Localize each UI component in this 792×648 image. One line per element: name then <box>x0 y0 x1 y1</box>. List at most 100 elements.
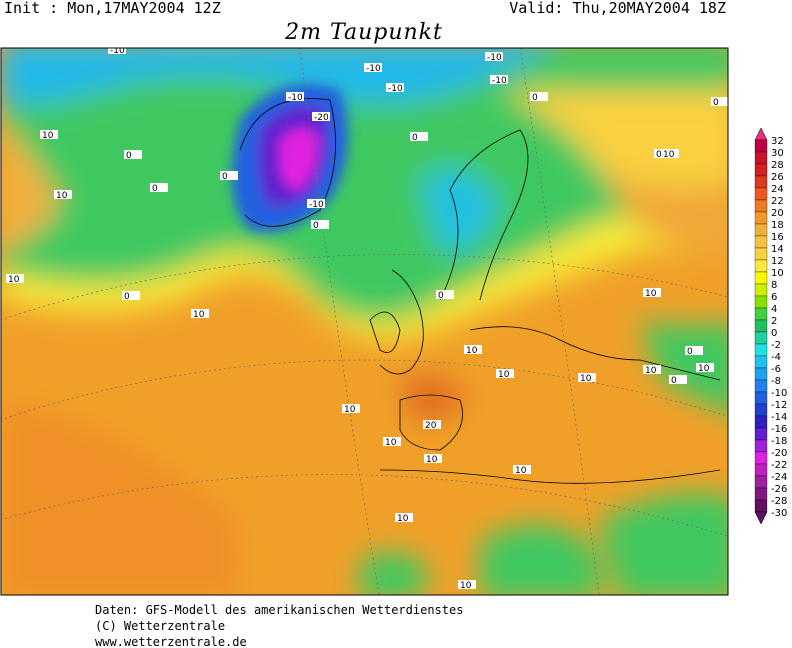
contour-label-bg <box>485 52 503 61</box>
contour-label: 0 <box>530 92 548 103</box>
colorbar-segment <box>754 451 768 465</box>
contour-label-bg <box>150 183 168 192</box>
contour-label: 0 <box>669 375 687 386</box>
contour-label: -10 <box>386 83 404 94</box>
contour-label-bg <box>286 92 304 101</box>
colorbar-segment <box>754 259 768 273</box>
colorbar-segment <box>754 175 768 189</box>
contour-label: 10 <box>464 345 482 356</box>
contour-label: 10 <box>661 149 679 160</box>
contour-label: 10 <box>696 363 714 374</box>
footer-url: www.wetterzentrale.de <box>95 635 247 648</box>
contour-label: 10 <box>40 130 58 141</box>
contour-label-text: 0 <box>313 221 319 231</box>
colorbar-segment <box>754 415 768 429</box>
colorbar: 32302826242220181614121086420-2-4-6-8-10… <box>754 127 787 525</box>
contour-label-text: -10 <box>388 84 403 94</box>
colorbar-segment <box>754 475 768 489</box>
graticule <box>1 48 728 595</box>
contour-label-bg <box>496 369 514 378</box>
contour-label-bg <box>424 454 442 463</box>
contour-label: 0 <box>311 220 329 231</box>
colorbar-label: 26 <box>771 172 784 183</box>
contour-label-text: 0 <box>656 150 662 160</box>
colorbar-label: 20 <box>771 208 784 219</box>
contour-label-text: 10 <box>580 374 592 384</box>
contour-label-text: 10 <box>515 466 527 476</box>
contour-label-text: 10 <box>460 581 472 591</box>
footer-copyright: (C) Wetterzentrale <box>95 619 225 633</box>
contour-label-bg <box>711 97 728 106</box>
contour-label-bg <box>342 404 360 413</box>
colorbar-segment <box>754 307 768 321</box>
contour-label-text: 0 <box>687 347 693 357</box>
contour-label: -10 <box>108 46 126 56</box>
colorbar-label: 28 <box>771 160 784 171</box>
colorbar-segment <box>754 211 768 225</box>
contour-label-bg <box>54 190 72 199</box>
map-frame <box>0 47 729 596</box>
contour-label-bg <box>578 373 596 382</box>
contour-label: 20 <box>423 420 441 431</box>
contour-label-text: 0 <box>438 291 444 301</box>
contour-label-bg <box>436 290 454 299</box>
contour-label-bg <box>410 132 428 141</box>
colorbar-label: -10 <box>771 388 787 399</box>
contour-label: -10 <box>307 199 325 210</box>
colorbar-label: 14 <box>771 244 784 255</box>
contour-label-text: -10 <box>309 200 324 210</box>
colorbar-segment <box>754 391 768 405</box>
colorbar-segment <box>754 367 768 381</box>
contour-label: 0 <box>685 346 703 357</box>
contour-label: -10 <box>286 92 304 103</box>
colorbar-segment <box>754 163 768 177</box>
contour-label: -10 <box>485 52 503 63</box>
contour-label-bg <box>513 465 531 474</box>
contour-label-text: -10 <box>110 46 125 56</box>
contour-label-bg <box>423 420 441 429</box>
contour-label: 10 <box>6 274 24 285</box>
colorbar-bottom-arrow <box>754 511 768 525</box>
map-title: 2m Taupunkt <box>284 20 443 45</box>
contour-label-bg <box>669 375 687 384</box>
contour-label: -10 <box>364 63 382 74</box>
colorbar-label: -26 <box>771 484 787 495</box>
contour-label: -20 <box>312 112 330 123</box>
contour-label-bg <box>643 288 661 297</box>
contour-label: 0 <box>410 132 428 143</box>
valid-time: Valid: Thu,20MAY2004 18Z <box>509 0 726 17</box>
contour-label-bg <box>458 580 476 589</box>
colorbar-segment <box>754 283 768 297</box>
colorbar-segment <box>754 487 768 501</box>
init-time: Init : Mon,17MAY2004 12Z <box>4 0 221 17</box>
colorbar-label: -4 <box>771 352 781 363</box>
contour-label-text: -10 <box>492 76 507 86</box>
colorbar-label: -12 <box>771 400 787 411</box>
contour-label-text: -10 <box>288 93 303 103</box>
colorbar-label: -16 <box>771 424 787 435</box>
contour-label: 10 <box>458 580 476 591</box>
contour-label: 10 <box>395 513 413 524</box>
contour-label-bg <box>530 92 548 101</box>
contour-label: 10 <box>191 309 209 320</box>
colorbar-label: -28 <box>771 496 787 507</box>
contour-label-text: 20 <box>425 421 437 431</box>
contour-label: 0 <box>150 183 168 194</box>
colorbar-label: 22 <box>771 196 784 207</box>
contour-label-bg <box>643 365 661 374</box>
colorbar-label: -14 <box>771 412 787 423</box>
contour-label-text: 10 <box>344 405 356 415</box>
contour-label-bg <box>191 309 209 318</box>
contour-label-text: 0 <box>532 93 538 103</box>
contour-label-bg <box>6 274 24 283</box>
contour-label-text: 0 <box>412 133 418 143</box>
contour-label-bg <box>490 75 508 84</box>
colorbar-segment <box>754 235 768 249</box>
colorbar-segment <box>754 331 768 345</box>
colorbar-label: -8 <box>771 376 781 387</box>
colorbar-label: 6 <box>771 292 777 303</box>
field-shading <box>1 48 728 595</box>
contour-label: 10 <box>383 437 401 448</box>
contour-label: 10 <box>643 365 661 376</box>
